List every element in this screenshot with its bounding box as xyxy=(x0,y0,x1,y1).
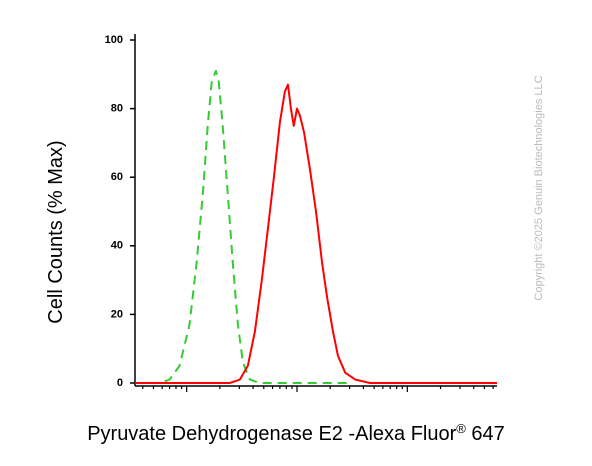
y-axis-label: Cell Counts (% Max) xyxy=(45,140,67,323)
x-label-sup: ® xyxy=(456,421,466,436)
y-tick-label: 0 xyxy=(117,377,123,389)
x-axis-label: Pyruvate Dehydrogenase E2 -Alexa Fluor® … xyxy=(87,421,505,445)
y-tick-label: 40 xyxy=(111,240,123,252)
y-tick-label: 60 xyxy=(111,171,123,183)
histogram-line xyxy=(135,83,497,384)
y-tick-label: 80 xyxy=(111,103,123,115)
y-tick-label: 100 xyxy=(105,34,123,46)
x-label-text: Pyruvate Dehydrogenase E2 -Alexa Fluor xyxy=(87,423,456,445)
watermark: Copyright ©2025 Genuin Biotechnologies L… xyxy=(533,75,545,300)
y-tick-label: 20 xyxy=(111,308,123,320)
x-label-suffix: 647 xyxy=(466,423,505,445)
